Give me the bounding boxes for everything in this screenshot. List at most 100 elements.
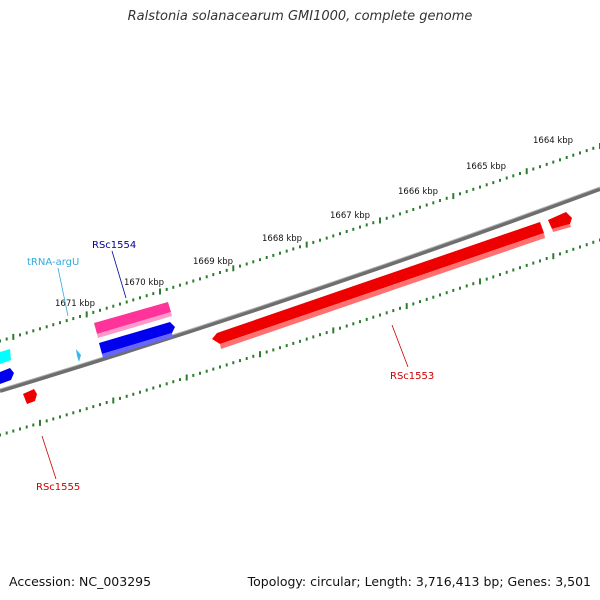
outer-scale-minor-tick <box>485 183 488 187</box>
inner-scale-minor-tick <box>272 348 275 352</box>
inner-scale-minor-tick <box>452 288 455 292</box>
outer-scale-minor-tick <box>585 149 588 153</box>
outer-scale-minor-tick <box>119 302 121 306</box>
inner-scale-minor-tick <box>425 297 428 301</box>
outer-scale-minor-tick <box>112 304 115 308</box>
inner-scale-minor-tick <box>219 365 221 369</box>
inner-scale-minor-tick <box>579 245 581 249</box>
inner-scale-minor-tick <box>472 282 475 286</box>
outer-scale-minor-tick <box>332 234 335 238</box>
outer-scale-minor-tick <box>212 273 215 277</box>
inner-scale-minor-tick <box>205 369 208 373</box>
outer-scale-minor-tick <box>339 232 341 236</box>
gene-trna-argu[interactable] <box>76 349 81 362</box>
inner-scale-minor-tick <box>505 270 508 274</box>
outer-scale-minor-tick <box>299 245 301 249</box>
inner-scale-minor-tick <box>492 275 495 279</box>
gene-red-right[interactable] <box>548 212 572 232</box>
inner-scale-minor-tick <box>412 302 415 306</box>
gene-cyan-edge[interactable] <box>0 349 11 364</box>
outer-scale-minor-tick <box>285 249 288 253</box>
outer-scale-minor-tick <box>565 156 568 159</box>
inner-scale-major-tick <box>259 351 261 358</box>
outer-scale-major-tick <box>525 168 528 175</box>
outer-scale-minor-tick <box>239 264 241 268</box>
gene-rsc1553[interactable] <box>212 222 545 349</box>
scale-label-1670: 1670 kbp <box>124 278 164 288</box>
inner-scale-minor-tick <box>419 300 421 304</box>
inner-scale-major-tick <box>479 278 481 285</box>
outer-scale-minor-tick <box>579 151 581 155</box>
outer-scale-minor-tick <box>192 279 195 283</box>
inner-scale-major-tick <box>39 419 41 426</box>
inner-scale-minor-tick <box>432 295 435 299</box>
inner-scale-minor-tick <box>12 429 15 433</box>
outer-scale-minor-tick <box>65 319 68 323</box>
outer-scale-minor-tick <box>372 221 375 225</box>
inner-scale-major-tick <box>552 253 555 260</box>
inner-scale-minor-tick <box>252 354 255 358</box>
label-trna-argu[interactable]: tRNA-argU <box>27 257 79 268</box>
outer-scale-minor-tick <box>32 329 35 333</box>
outer-scale-minor-tick <box>352 227 355 231</box>
outer-scale-minor-tick <box>39 327 41 331</box>
inner-scale-minor-tick <box>19 427 21 431</box>
gene-blue-edge[interactable] <box>0 368 14 384</box>
genome-summary-text: Topology: circular; Length: 3,716,413 bp… <box>247 574 591 589</box>
inner-scale-minor-tick <box>172 380 175 384</box>
inner-scale-minor-tick <box>99 403 101 407</box>
outer-scale-minor-tick <box>252 260 255 264</box>
outer-scale-minor-tick <box>385 216 388 220</box>
inner-scale-minor-tick <box>385 311 388 315</box>
label-rsc1555[interactable]: RSc1555 <box>36 482 80 493</box>
inner-scale-minor-tick <box>212 367 215 371</box>
outer-scale-minor-tick <box>152 292 155 296</box>
inner-scale-minor-tick <box>485 277 488 281</box>
outer-scale-minor-tick <box>459 192 461 196</box>
outer-scale-minor-tick <box>165 287 168 291</box>
inner-scale-minor-tick <box>319 333 321 337</box>
outer-scale-minor-tick <box>552 160 555 164</box>
outer-scale-minor-tick <box>405 210 408 214</box>
inner-scale-minor-tick <box>372 315 375 319</box>
outer-scale-minor-tick <box>419 205 421 209</box>
inner-scale-minor-tick <box>352 322 355 326</box>
outer-scale-major-tick <box>379 217 381 224</box>
inner-scale-minor-tick <box>25 425 28 429</box>
gene-rsc1554[interactable] <box>94 302 172 338</box>
inner-scale-minor-tick <box>559 252 561 256</box>
inner-scale-minor-tick <box>392 309 395 313</box>
outer-scale-minor-tick <box>325 236 328 240</box>
outer-scale-minor-tick <box>539 165 541 169</box>
scale-label-1666: 1666 kbp <box>398 187 438 197</box>
outer-scale-minor-tick <box>559 158 561 162</box>
outer-scale-minor-tick <box>465 190 468 194</box>
inner-scale-minor-tick <box>359 320 361 324</box>
label-rsc1554[interactable]: RSc1554 <box>92 240 136 251</box>
leader-rsc1553 <box>391 324 409 368</box>
outer-scale-track <box>0 143 600 343</box>
gene-blue-forward[interactable] <box>99 322 175 358</box>
inner-scale-minor-tick <box>439 293 441 297</box>
inner-scale-minor-tick <box>285 344 288 348</box>
outer-scale-minor-tick <box>205 275 208 279</box>
inner-scale-minor-tick <box>192 373 195 377</box>
gene-rsc1555[interactable] <box>23 389 37 404</box>
inner-scale-minor-tick <box>79 409 81 413</box>
inner-scale-minor-tick <box>105 401 108 404</box>
inner-scale-minor-tick <box>379 313 381 317</box>
label-rsc1553[interactable]: RSc1553 <box>390 371 434 382</box>
inner-scale-minor-tick <box>85 407 88 411</box>
inner-scale-minor-tick <box>339 326 341 330</box>
outer-scale-minor-tick <box>479 185 481 189</box>
scale-label-1668: 1668 kbp <box>262 234 302 244</box>
inner-scale-minor-tick <box>92 405 95 409</box>
inner-scale-minor-tick <box>5 431 8 435</box>
outer-scale-minor-tick <box>225 268 228 272</box>
outer-scale-minor-tick <box>132 298 135 302</box>
inner-scale-minor-tick <box>512 268 515 272</box>
inner-scale-major-tick <box>112 397 115 404</box>
inner-scale-minor-tick <box>565 250 568 254</box>
outer-scale-minor-tick <box>199 277 201 281</box>
